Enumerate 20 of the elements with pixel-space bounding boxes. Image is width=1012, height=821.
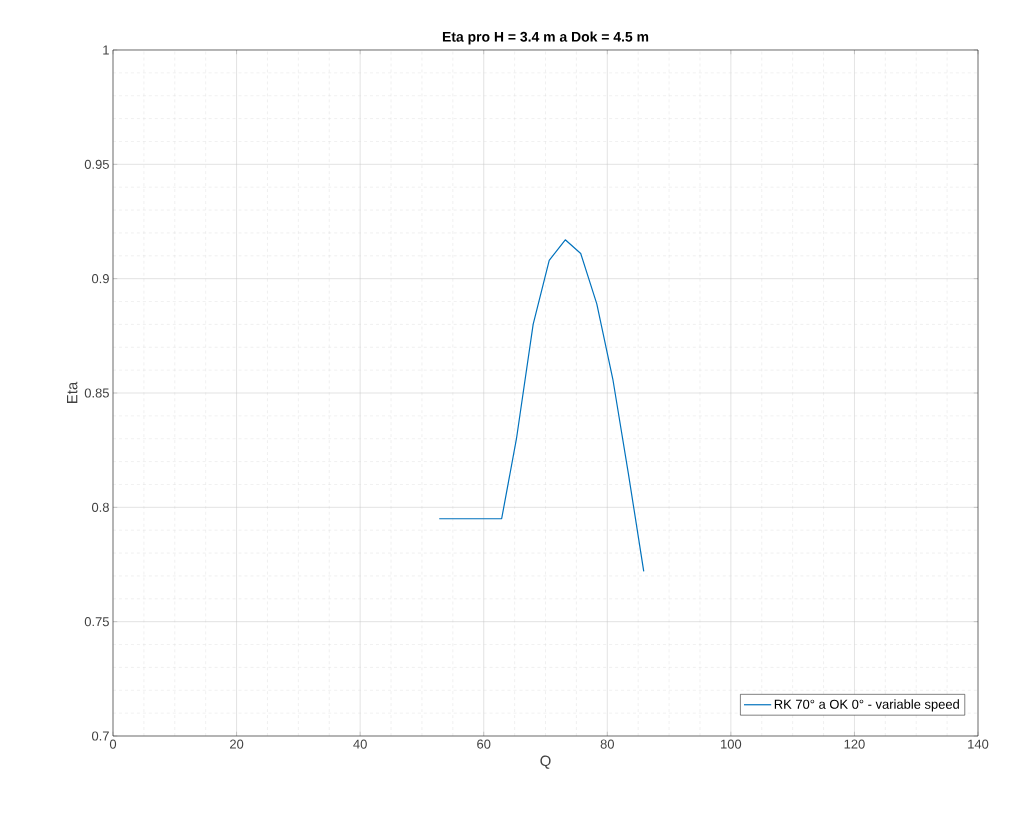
x-tick-label: 20 <box>230 739 244 749</box>
x-tick-label: 100 <box>721 739 742 749</box>
y-tick-label: 0.85 <box>84 388 109 398</box>
y-tick-label: 0.75 <box>84 617 109 627</box>
line-series <box>438 239 645 572</box>
y-axis-title: Eta <box>67 381 78 403</box>
y-tick-label: 0.9 <box>91 274 109 284</box>
legend-label: RK 70° a OK 0° - variable speed <box>774 699 959 712</box>
y-tick-label: 0.8 <box>91 502 109 512</box>
x-tick-label: 40 <box>353 739 367 749</box>
chart-title: Eta pro H = 3.4 m a Dok = 4.5 m <box>442 31 649 45</box>
x-tick-label: 60 <box>477 739 491 749</box>
y-tick-label: 0.7 <box>91 731 109 741</box>
x-axis-title: Q <box>540 755 551 769</box>
x-tick-label: 0 <box>109 739 117 749</box>
y-tick-label: 0.95 <box>84 159 109 169</box>
x-tick-label: 140 <box>968 739 989 749</box>
x-tick-label: 120 <box>844 739 865 749</box>
x-tick-label: 80 <box>600 739 614 749</box>
y-tick-label: 1 <box>103 45 109 55</box>
